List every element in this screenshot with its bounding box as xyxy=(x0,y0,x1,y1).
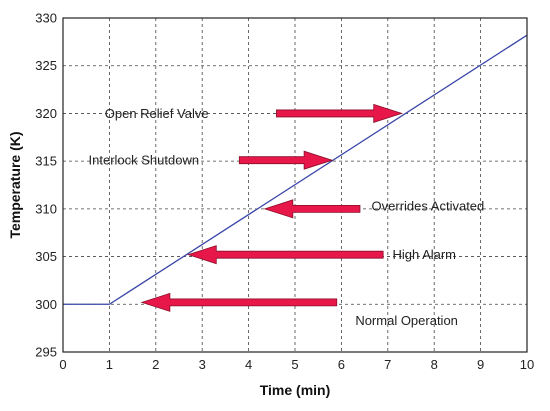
x-tick-label: 0 xyxy=(59,357,66,372)
x-tick-label: 4 xyxy=(245,357,252,372)
x-tick-label: 8 xyxy=(431,357,438,372)
annotation-arrow xyxy=(276,103,404,123)
x-tick-label: 6 xyxy=(338,357,345,372)
annotation-label: High Alarm xyxy=(392,247,456,262)
y-tick-label: 330 xyxy=(35,11,57,26)
y-tick-label: 305 xyxy=(35,249,57,264)
annotation-arrow xyxy=(186,245,384,265)
x-axis-label: Time (min) xyxy=(260,382,331,398)
annotation-label: Normal Operation xyxy=(355,313,458,328)
annotation-arrow xyxy=(263,199,361,219)
grid-lines xyxy=(63,18,527,352)
series-line xyxy=(63,34,528,305)
x-tick-labels: 0 1 2 3 4 5 6 7 8 9 10 xyxy=(59,357,534,372)
series-layer xyxy=(63,34,528,305)
annotation-label: Interlock Shutdown xyxy=(89,153,200,168)
y-tick-label: 325 xyxy=(35,58,57,73)
annotation-arrow xyxy=(238,150,334,170)
x-tick-label: 9 xyxy=(477,357,484,372)
y-tick-label: 320 xyxy=(35,106,57,121)
x-tick-label: 10 xyxy=(520,357,534,372)
x-tick-label: 3 xyxy=(199,357,206,372)
x-tick-label: 2 xyxy=(152,357,159,372)
plot-frame xyxy=(62,17,528,353)
annotation-label: Overrides Activated xyxy=(372,198,485,213)
y-tick-label: 300 xyxy=(35,297,57,312)
x-tick-label: 1 xyxy=(106,357,113,372)
annotation-labels: Open Relief Valve Interlock Shutdown Overr… xyxy=(89,106,485,328)
y-axis-label: Temperature (K) xyxy=(7,131,23,238)
annotation-arrows xyxy=(140,103,404,312)
y-tick-label: 295 xyxy=(35,345,57,360)
y-tick-label: 315 xyxy=(35,154,57,169)
annotation-label: Open Relief Valve xyxy=(105,106,209,121)
x-tick-label: 5 xyxy=(291,357,298,372)
x-tick-label: 7 xyxy=(384,357,391,372)
y-tick-label: 310 xyxy=(35,201,57,216)
y-tick-labels: 295 300 305 310 315 320 325 330 xyxy=(35,11,57,360)
annotation-arrow xyxy=(140,292,338,312)
